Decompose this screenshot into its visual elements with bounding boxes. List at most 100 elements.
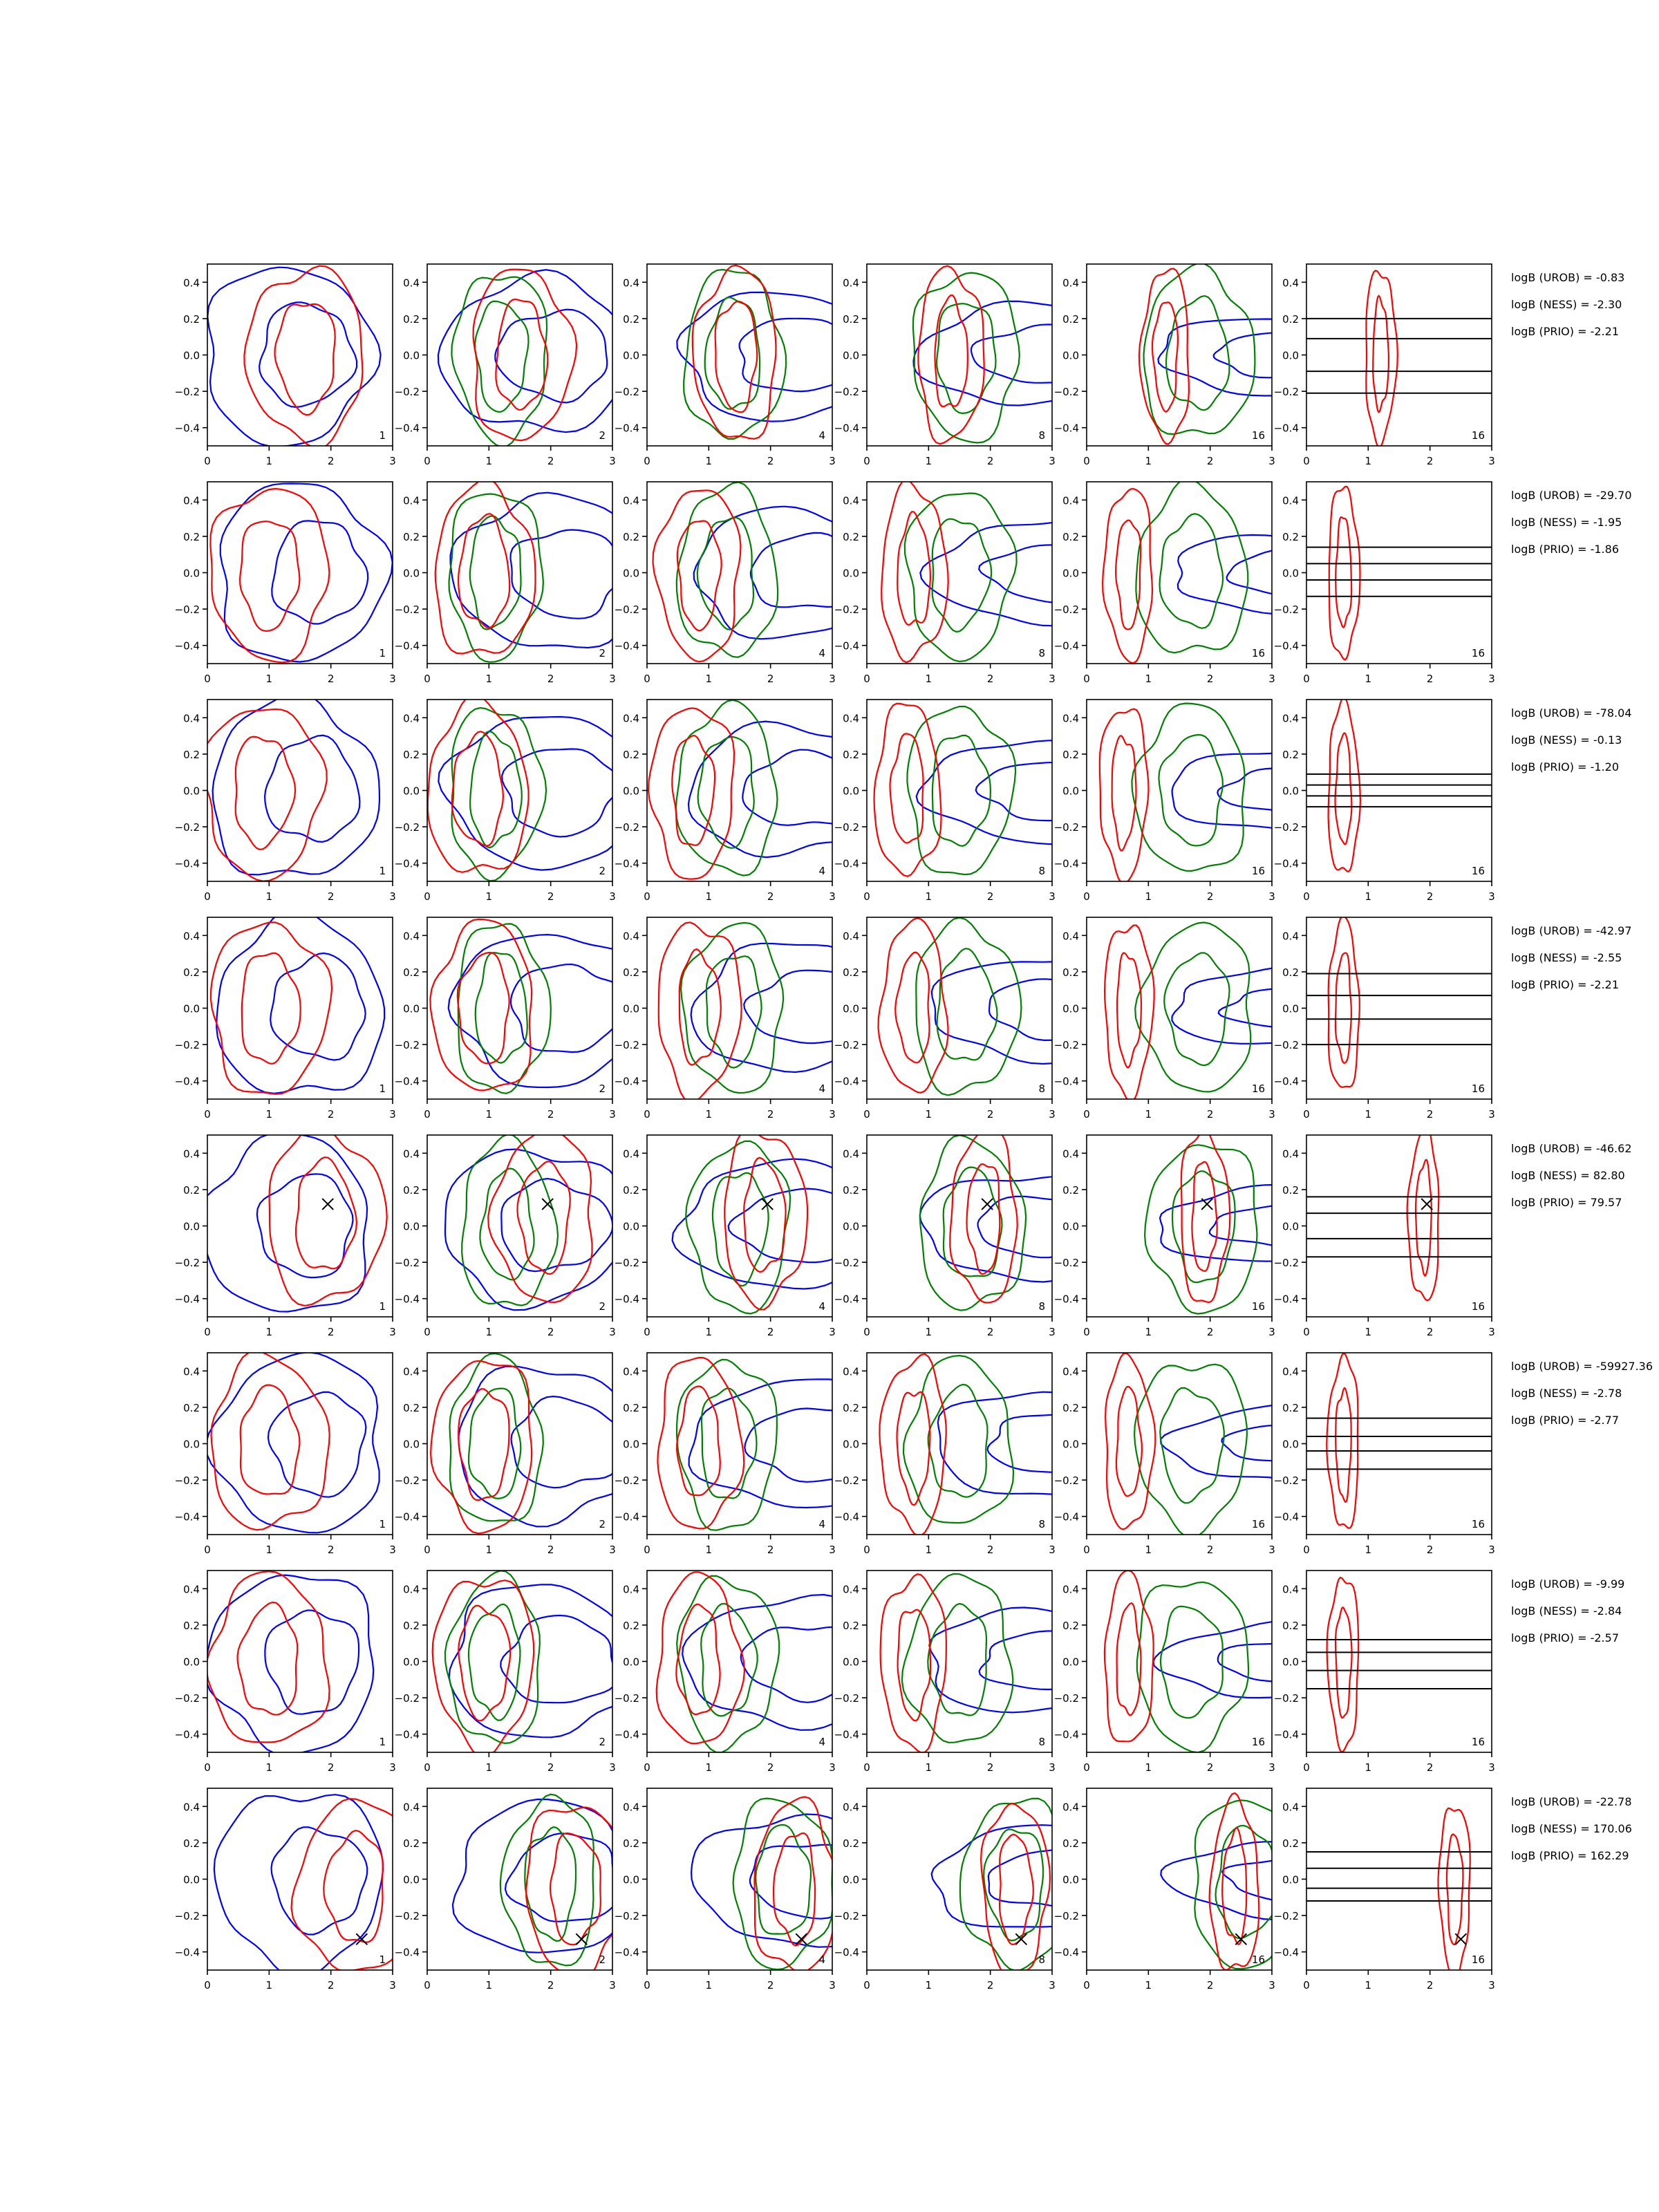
y-tick-label: −0.4 xyxy=(395,858,420,870)
green-contour-outer xyxy=(451,706,547,881)
red-contour-outer xyxy=(525,1806,612,1970)
subplot-frame xyxy=(646,263,833,447)
subplot-frame xyxy=(1306,1788,1492,1971)
red-contour-outer xyxy=(877,917,949,1094)
x-tick-label: 2 xyxy=(1427,1326,1434,1338)
x-tick-label: 2 xyxy=(1427,1108,1434,1121)
y-tick-label: −0.4 xyxy=(395,422,420,435)
y-tick-label: 0.0 xyxy=(843,1438,859,1451)
x-marker xyxy=(541,1198,554,1210)
y-tick-label: −0.2 xyxy=(1054,1692,1079,1705)
y-tick-label: −0.4 xyxy=(1054,1293,1079,1306)
y-tick-label: 0.0 xyxy=(843,568,859,580)
subplot-frame xyxy=(646,1788,833,1971)
y-tick-label: −0.2 xyxy=(615,821,639,834)
y-tick-label: 0.4 xyxy=(403,1365,420,1378)
panel-label: 16 xyxy=(1252,865,1265,877)
green-contour-inner xyxy=(479,1168,535,1281)
panel-label: 4 xyxy=(818,1300,825,1313)
red-contour-inner xyxy=(236,1601,299,1716)
x-tick-label: 0 xyxy=(204,455,211,467)
red-contour-outer xyxy=(1406,1135,1440,1302)
green-contour-inner xyxy=(469,515,522,630)
x-tick-label: 3 xyxy=(829,455,836,467)
y-tick-label: −0.2 xyxy=(175,386,200,398)
red-contour-inner xyxy=(234,735,297,851)
subplot-frame xyxy=(646,1352,833,1535)
green-contour-inner xyxy=(711,1172,769,1287)
y-tick-label: 0.0 xyxy=(1062,568,1079,580)
red-contour-inner xyxy=(549,1832,601,1946)
y-tick-label: 0.2 xyxy=(623,1837,639,1850)
y-tick-label: −0.2 xyxy=(615,1474,639,1487)
y-tick-label: 0.0 xyxy=(1062,1221,1079,1233)
y-tick-label: −0.2 xyxy=(834,1910,859,1922)
x-tick-label: 2 xyxy=(1207,1761,1214,1774)
x-tick-label: 3 xyxy=(1049,1544,1056,1556)
y-tick-label: −0.4 xyxy=(175,640,200,653)
x-tick-label: 3 xyxy=(1268,673,1275,685)
red-contour-outer xyxy=(427,700,529,873)
x-tick-label: 0 xyxy=(1083,1108,1090,1121)
y-tick-label: 0.2 xyxy=(623,1620,639,1632)
x-tick-label: 0 xyxy=(204,1108,211,1121)
x-tick-label: 0 xyxy=(863,1979,870,1991)
y-tick-label: 0.0 xyxy=(403,1003,420,1015)
panel-label: 4 xyxy=(818,1953,825,1966)
x-tick-label: 3 xyxy=(1268,1544,1275,1556)
x-tick-label: 3 xyxy=(1488,455,1495,467)
blue-contour-outer xyxy=(213,1794,384,1970)
subplot-frame xyxy=(207,263,393,447)
y-tick-label: 0.0 xyxy=(623,1003,639,1015)
x-tick-label: 3 xyxy=(609,1979,616,1991)
x-tick-label: 3 xyxy=(1488,1979,1495,1991)
y-tick-label: 0.0 xyxy=(843,1656,859,1669)
red-contour-inner xyxy=(274,303,336,416)
x-tick-label: 2 xyxy=(328,1108,335,1121)
red-contour-inner xyxy=(1114,519,1142,630)
subplot-frame xyxy=(207,1352,393,1535)
x-tick-label: 0 xyxy=(644,1326,650,1338)
red-contour-outer xyxy=(881,482,949,664)
x-tick-label: 2 xyxy=(767,1326,774,1338)
blue-contour-outer xyxy=(682,1593,832,1731)
blue-contour-outer xyxy=(930,961,1052,1065)
y-tick-label: 0.4 xyxy=(403,276,420,289)
y-tick-label: 0.4 xyxy=(183,494,200,507)
subplot-frame xyxy=(427,1570,613,1753)
panel-label: 8 xyxy=(1038,1082,1045,1095)
green-contour-outer xyxy=(461,1135,559,1306)
y-tick-label: 0.2 xyxy=(403,1402,420,1414)
logb-annotation: logB (NESS) = 170.06 xyxy=(1511,1822,1632,1835)
panel-label: 16 xyxy=(1472,1953,1485,1966)
panel-label: 16 xyxy=(1252,647,1265,659)
subplot-frame xyxy=(866,1788,1053,1971)
y-tick-label: 0.4 xyxy=(623,930,639,942)
red-contour-inner xyxy=(1116,952,1142,1069)
y-tick-label: 0.2 xyxy=(183,1837,200,1850)
y-tick-label: −0.2 xyxy=(1054,386,1079,398)
x-tick-label: 2 xyxy=(547,1326,554,1338)
red-contour-outer xyxy=(243,265,364,446)
green-contour-inner xyxy=(1172,1170,1236,1284)
panel-label: 8 xyxy=(1038,1300,1045,1313)
green-contour-inner xyxy=(705,955,762,1069)
blue-contour-inner xyxy=(264,1609,360,1715)
x-tick-label: 2 xyxy=(1427,890,1434,903)
y-tick-label: −0.2 xyxy=(395,1257,420,1269)
x-tick-label: 1 xyxy=(266,1544,273,1556)
y-tick-label: 0.4 xyxy=(183,712,200,724)
green-contour-outer xyxy=(1143,1144,1258,1315)
blue-contour-inner xyxy=(1212,332,1272,379)
x-tick-label: 1 xyxy=(266,673,273,685)
x-tick-label: 1 xyxy=(1145,1979,1152,1991)
red-contour-inner xyxy=(241,952,301,1065)
y-tick-label: −0.4 xyxy=(615,1293,639,1306)
blue-contour-outer xyxy=(212,700,381,876)
y-tick-label: −0.4 xyxy=(834,1293,859,1306)
red-contour-inner xyxy=(675,1603,721,1716)
y-tick-label: 0.4 xyxy=(843,1583,859,1595)
y-tick-label: 0.4 xyxy=(623,1801,639,1813)
x-tick-label: 2 xyxy=(1427,1761,1434,1774)
blue-contour-inner xyxy=(970,324,1052,384)
